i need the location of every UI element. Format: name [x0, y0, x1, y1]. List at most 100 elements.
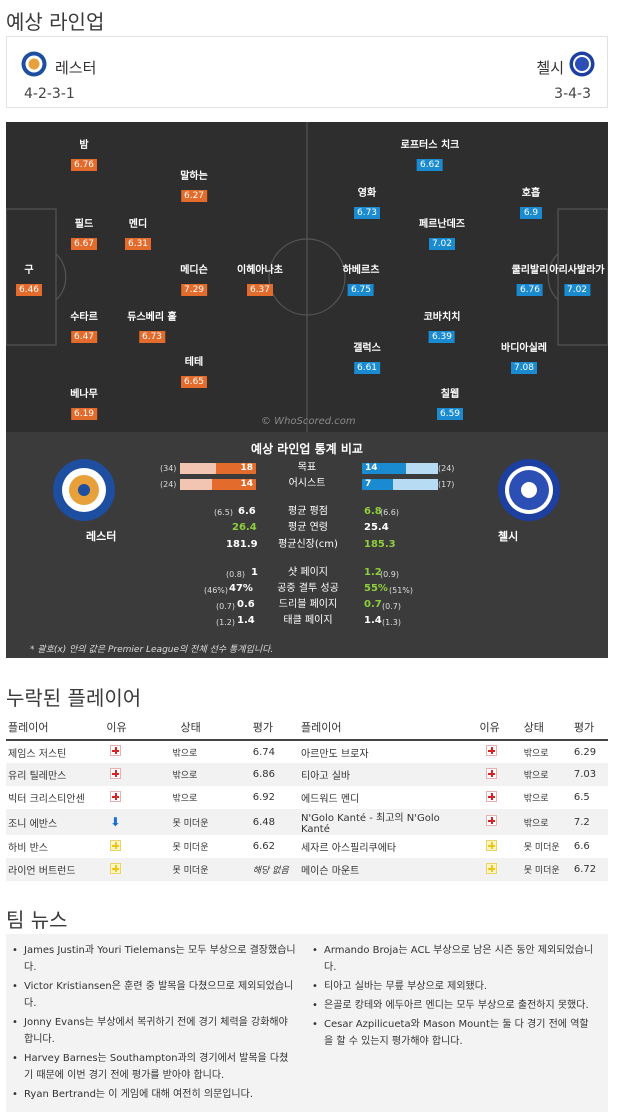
- home-player[interactable]: 베나무 6.19: [70, 389, 98, 420]
- home-bar: 14: [180, 479, 256, 490]
- player-rating: 6.9: [520, 207, 542, 219]
- home-player[interactable]: 듀스베리 홀 6.73: [127, 312, 177, 343]
- missing-players-table: 플레이어 이유 상태 평가 플레이어 이유 상태 평가 제임스 저스틴 밖으로 6.…: [6, 714, 608, 881]
- down-arrow-icon: ⬇: [110, 815, 121, 829]
- away-missing-status: 밖으로: [523, 763, 568, 786]
- news-item: Victor Kristiansen은 훈련 중 발목을 다쳤으므로 제외되었습…: [12, 978, 296, 1012]
- away-player[interactable]: 하베르츠 6.75: [342, 265, 380, 296]
- away-missing-rating: 7.03: [567, 763, 608, 786]
- player-rating: 6.39: [428, 331, 456, 343]
- player-rating: 6.31: [124, 238, 152, 250]
- team-news: James Justin과 Youri Tielemans는 모두 부상으로 결…: [6, 934, 608, 1112]
- watermark: © WhoScored.com: [261, 416, 356, 427]
- away-player[interactable]: 칠웹 6.59: [436, 388, 464, 420]
- player-rating: 6.75: [347, 284, 375, 296]
- away-player[interactable]: 쿨리발리 6.76: [511, 265, 549, 296]
- lineup-title: 예상 라인업: [6, 10, 105, 34]
- away-missing-status: 못 미더운: [523, 858, 568, 881]
- away-team-name[interactable]: 첼시: [536, 59, 564, 77]
- home-player[interactable]: 구 6.46: [15, 264, 43, 296]
- player-rating: 6.46: [15, 284, 43, 296]
- team-header-card: 레스터 4-2-3-1 첼시 3-4-3: [6, 36, 608, 108]
- injury-icon: [485, 790, 497, 802]
- away-missing-player[interactable]: 티아고 실바: [300, 763, 472, 786]
- away-missing-rating: 6.29: [573, 746, 597, 758]
- home-player[interactable]: 테테 6.65: [180, 356, 208, 388]
- home-news-list: James Justin과 Youri Tielemans는 모두 부상으로 결…: [12, 942, 296, 1105]
- home-missing-status: 못 미더운: [158, 809, 243, 835]
- player-rating: 6.19: [70, 408, 98, 420]
- away-news-list: Armando Broja는 ACL 부상으로 남은 시즌 동안 제외되었습니다…: [312, 942, 596, 1052]
- pitch-lines: [6, 122, 608, 432]
- home-missing-status: 못 미더운: [158, 858, 243, 881]
- player-rating: 7.02: [428, 238, 456, 250]
- home-player[interactable]: 밤 6.76: [70, 139, 98, 171]
- away-player[interactable]: 아리사발라가 7.02: [549, 265, 605, 296]
- away-missing-player[interactable]: 아르만도 브로자: [300, 748, 369, 760]
- away-missing-status: 밖으로: [523, 794, 549, 804]
- home-missing-player[interactable]: 제임스 저스틴: [8, 748, 67, 760]
- home-missing-rating: 6.92: [252, 792, 276, 803]
- away-missing-player[interactable]: N'Golo Kanté - 최고의 N'Golo Kanté: [300, 809, 472, 835]
- away-player[interactable]: 호흡 6.9: [520, 188, 542, 219]
- home-player[interactable]: 멘디 6.31: [124, 218, 152, 250]
- away-formation: 3-4-3: [554, 86, 591, 102]
- news-item: Harvey Barnes는 Southampton과의 경기에서 발목을 다쳤…: [12, 1050, 296, 1084]
- away-bar: 14: [362, 463, 438, 474]
- home-missing-player[interactable]: 하비 반스: [8, 843, 48, 854]
- home-player[interactable]: 말하는 6.27: [180, 171, 208, 202]
- stats-footnote: * 괄호(x) 안의 값은 Premier League의 전체 선수 통계입니…: [30, 645, 274, 655]
- injury-icon: [485, 745, 497, 756]
- away-player[interactable]: 바디아실레 7.08: [501, 343, 547, 374]
- news-item: 은골로 캉테와 에두아르 멘디는 모두 부상으로 출전하지 못했다.: [312, 997, 596, 1014]
- home-missing-player[interactable]: 빅터 크리스티안센: [8, 794, 85, 805]
- player-rating: 6.76: [70, 159, 98, 171]
- player-rating: 6.61: [353, 362, 381, 374]
- pitch: 밤 6.76 말하는 6.27 필드 6.67 멘디 6.31 구 6.46 메디슨 7.2…: [6, 122, 608, 432]
- away-missing-rating: 7.2: [567, 809, 608, 835]
- away-player[interactable]: 코바치치 6.39: [423, 312, 461, 343]
- home-missing-rating: 6.62: [252, 841, 276, 852]
- injury-icon: [485, 767, 497, 779]
- home-missing-status: 못 미더운: [172, 843, 209, 853]
- home-team-name[interactable]: 레스터: [55, 59, 97, 77]
- chelsea-crest-icon: [498, 459, 560, 521]
- table-row: 라이언 버트런드 못 미더운 해당 없음 메이슨 마운트 못 미더운 6.72: [6, 858, 608, 881]
- away-player[interactable]: 영화 6.73: [353, 187, 381, 219]
- away-team-label: 첼시: [498, 530, 519, 543]
- home-missing-player[interactable]: 라이언 버트런드: [6, 858, 107, 881]
- home-player[interactable]: 메디슨 7.29: [180, 265, 208, 296]
- doubtful-icon: [485, 839, 497, 851]
- home-missing-rating: 6.86: [242, 763, 301, 786]
- home-missing-rating: 6.48: [242, 809, 301, 835]
- missing-title: 누락된 플레이어: [6, 686, 142, 710]
- table-row: 하비 반스 못 미더운 6.62 세자르 아스필리쿠에타 못 미더운 6.6: [6, 835, 608, 858]
- away-missing-player[interactable]: 메이슨 마운트: [300, 858, 472, 881]
- news-title: 팀 뉴스: [6, 908, 68, 932]
- player-rating: 6.37: [246, 284, 274, 296]
- home-missing-player[interactable]: 유리 틸레만스: [6, 763, 107, 786]
- away-missing-player[interactable]: 에드워드 멘디: [300, 794, 360, 805]
- injury-icon: [110, 745, 122, 756]
- news-item: 티아고 실바는 무릎 부상으로 제외됐다.: [312, 978, 596, 995]
- table-row: 유리 틸레만스 밖으로 6.86 티아고 실바 밖으로 7.03: [6, 763, 608, 786]
- chelsea-crest-icon: [569, 51, 595, 77]
- home-player[interactable]: 이헤아나초 6.37: [237, 265, 283, 296]
- away-missing-status: 밖으로: [523, 809, 568, 835]
- home-missing-player[interactable]: 조니 에반스: [6, 809, 107, 835]
- home-missing-rating: 6.74: [252, 746, 276, 758]
- away-player[interactable]: 로프터스 치크 6.62: [400, 140, 460, 171]
- injury-icon: [485, 815, 497, 826]
- player-rating: 6.73: [138, 331, 166, 343]
- away-player[interactable]: 갤럭스 6.61: [353, 343, 381, 374]
- away-missing-player[interactable]: 세자르 아스필리쿠에타: [300, 843, 397, 854]
- away-player[interactable]: 페르난데즈 7.02: [419, 219, 465, 250]
- home-player[interactable]: 필드 6.67: [70, 218, 98, 250]
- stats-title: 예상 라인업 통계 비교: [251, 442, 363, 456]
- home-player[interactable]: 수타르 6.47: [70, 312, 98, 343]
- table-header: 플레이어 이유 상태 평가 플레이어 이유 상태 평가: [6, 714, 608, 741]
- player-rating: 6.67: [70, 238, 98, 250]
- news-item: Armando Broja는 ACL 부상으로 남은 시즌 동안 제외되었습니다…: [312, 942, 596, 976]
- leicester-crest-icon: [21, 51, 47, 77]
- away-missing-status: 밖으로: [523, 748, 549, 759]
